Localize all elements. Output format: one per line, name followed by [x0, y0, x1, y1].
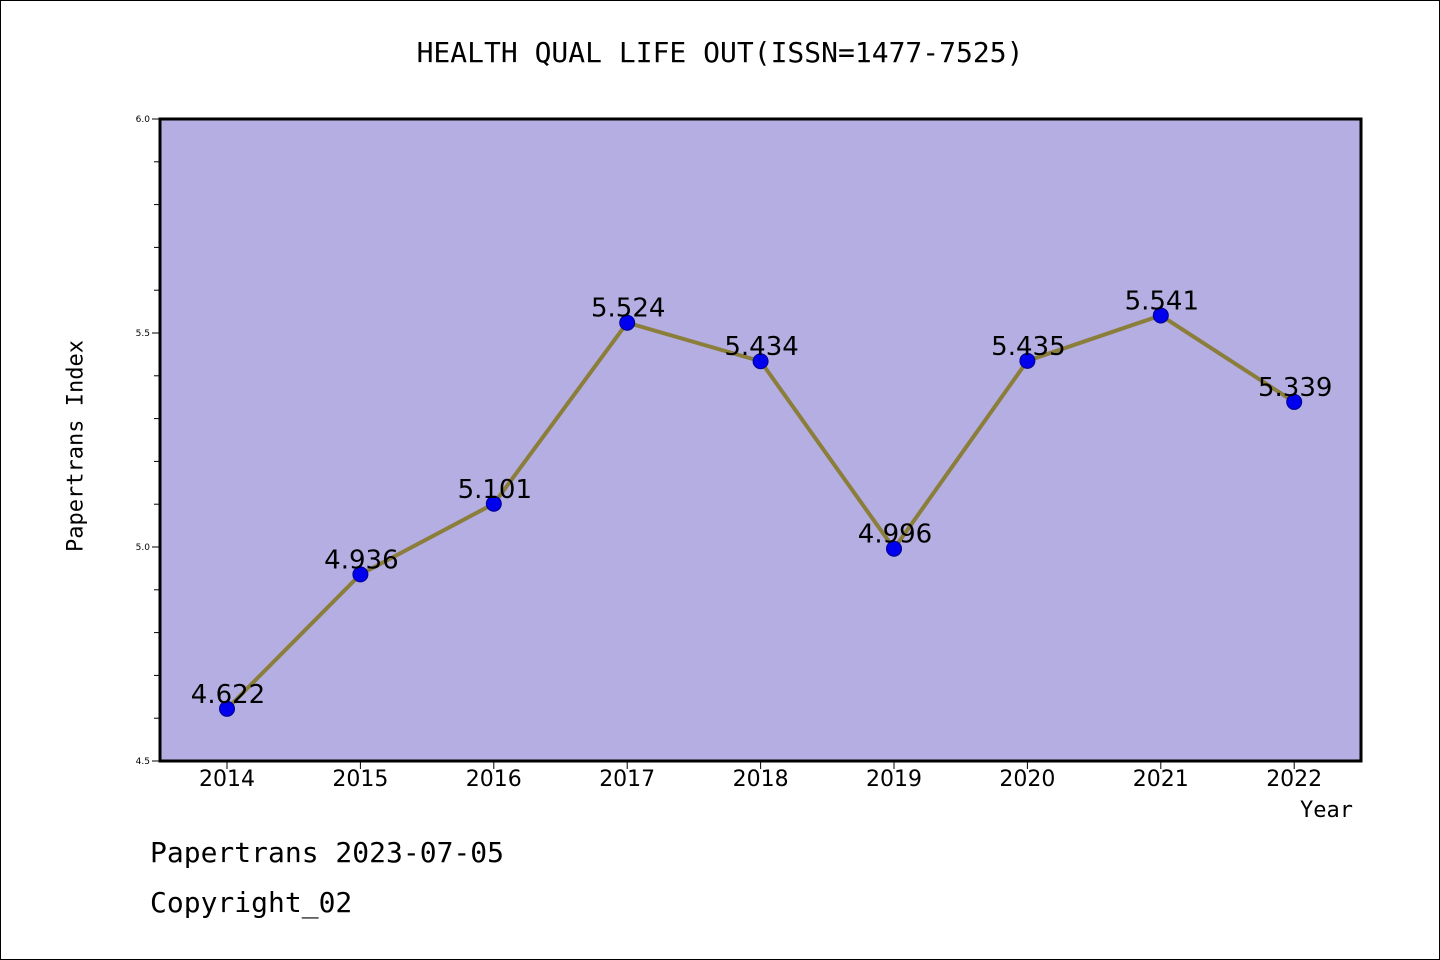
data-label: 5.435	[991, 332, 1065, 362]
plot-area	[160, 119, 1361, 761]
x-tick-label: 2018	[733, 767, 789, 792]
data-point	[1019, 352, 1036, 369]
y-axis-label: Papertrans Index	[63, 340, 89, 552]
data-point	[1286, 393, 1303, 410]
data-label: 5.524	[591, 294, 665, 324]
y-tick-label: 5.5	[136, 329, 150, 339]
data-point	[886, 540, 902, 557]
y-tick-label: 4.5	[136, 757, 150, 767]
plot-border	[158, 117, 1363, 763]
data-point	[1152, 307, 1169, 324]
data-labels: 4.622 4.936 5.101 5.524 5.434 4.996 5.435 5.541…	[191, 286, 1333, 709]
x-axis: 2014 2015 2016 2017 2018 2019 2020 2021 2022	[199, 761, 1322, 792]
x-tick-label: 2021	[1133, 767, 1189, 792]
data-label: 5.101	[458, 475, 532, 505]
data-point	[485, 495, 502, 512]
y-axis: 4.5 5.0 5.5 6.0	[136, 115, 160, 767]
footer-copyright: Copyright_02	[150, 886, 353, 919]
data-point	[619, 314, 636, 331]
data-label: 4.622	[191, 680, 265, 710]
x-tick-label: 2015	[332, 767, 388, 792]
x-tick-label: 2017	[599, 767, 655, 792]
data-label: 4.996	[858, 520, 932, 550]
y-tick-label: 5.0	[136, 543, 151, 553]
data-point	[752, 353, 769, 370]
x-tick-label: 2019	[866, 767, 922, 792]
chart-title: HEALTH QUAL LIFE OUT(ISSN=1477-7525)	[416, 36, 1024, 69]
data-points	[219, 307, 1303, 717]
data-label: 5.339	[1258, 373, 1332, 403]
x-tick-label: 2022	[1266, 767, 1322, 792]
y-tick-label: 6.0	[136, 115, 151, 125]
x-tick-label: 2014	[199, 767, 255, 792]
footer-date: Papertrans 2023-07-05	[150, 836, 505, 869]
x-tick-label: 2016	[466, 767, 522, 792]
data-label: 5.434	[724, 332, 798, 362]
x-tick-label: 2020	[999, 767, 1055, 792]
data-label: 4.936	[324, 545, 398, 575]
data-label: 5.541	[1125, 286, 1199, 316]
data-point	[352, 566, 369, 583]
x-axis-label: Year	[1300, 798, 1353, 823]
data-point	[219, 700, 235, 717]
